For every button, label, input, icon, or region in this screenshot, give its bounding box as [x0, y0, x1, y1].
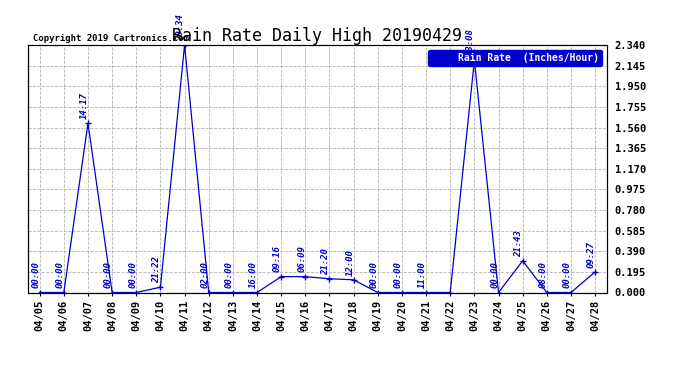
Text: 14:17: 14:17 [80, 92, 89, 119]
Text: 00:00: 00:00 [104, 261, 113, 288]
Text: 09:16: 09:16 [273, 246, 282, 272]
Text: 21:20: 21:20 [322, 248, 331, 274]
Text: 08:00: 08:00 [539, 261, 548, 288]
Text: 00:00: 00:00 [491, 261, 500, 288]
Text: 00:00: 00:00 [563, 261, 572, 288]
Text: 23:08: 23:08 [466, 29, 475, 56]
Text: 20:34: 20:34 [177, 14, 186, 41]
Text: 00:00: 00:00 [32, 261, 41, 288]
Text: 09:27: 09:27 [587, 241, 596, 268]
Text: 16:00: 16:00 [249, 261, 258, 288]
Text: 00:00: 00:00 [56, 261, 65, 288]
Title: Rain Rate Daily High 20190429: Rain Rate Daily High 20190429 [172, 27, 462, 45]
Text: 00:00: 00:00 [394, 261, 403, 288]
Text: 00:00: 00:00 [128, 261, 137, 288]
Text: 11:00: 11:00 [418, 261, 427, 288]
Text: 00:00: 00:00 [370, 261, 379, 288]
Text: 02:00: 02:00 [201, 261, 210, 288]
Text: 21:43: 21:43 [515, 230, 524, 256]
Text: 21:22: 21:22 [152, 256, 161, 283]
Text: 00:00: 00:00 [225, 261, 234, 288]
Text: 06:09: 06:09 [297, 246, 306, 272]
Text: Copyright 2019 Cartronics.com: Copyright 2019 Cartronics.com [33, 33, 189, 42]
Text: 12:00: 12:00 [346, 249, 355, 276]
Legend: Rain Rate  (Inches/Hour): Rain Rate (Inches/Hour) [428, 50, 602, 66]
